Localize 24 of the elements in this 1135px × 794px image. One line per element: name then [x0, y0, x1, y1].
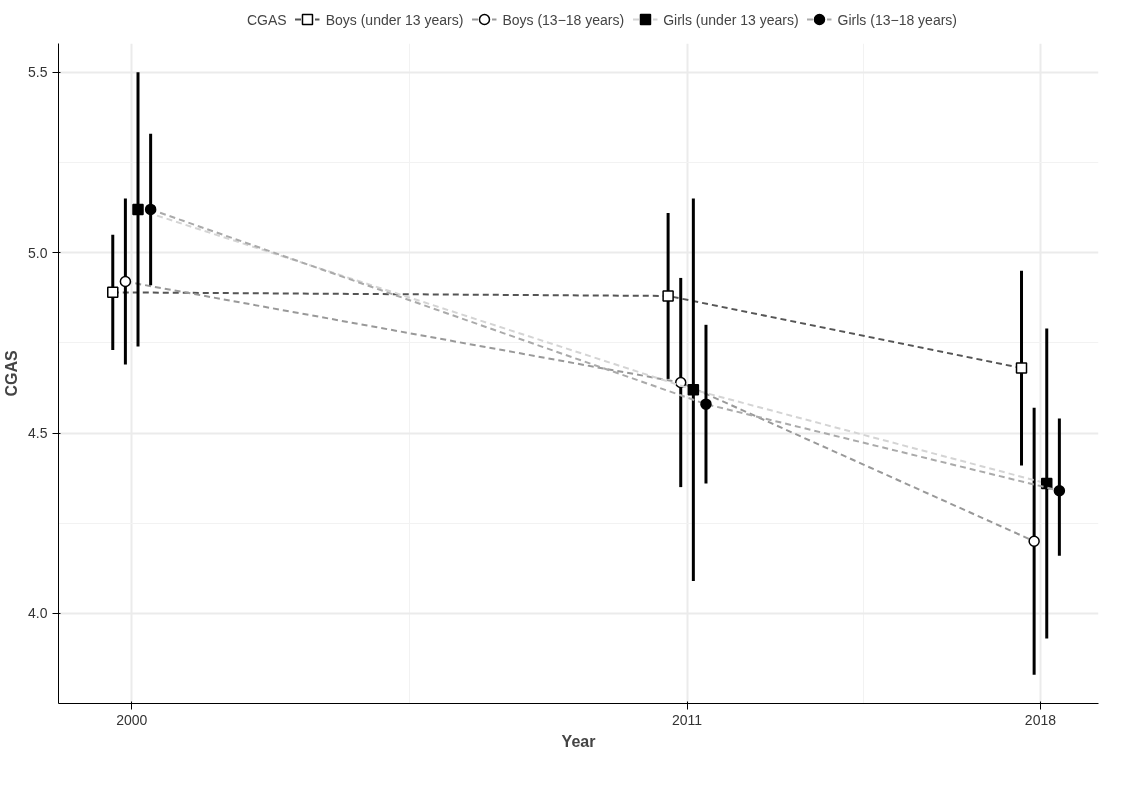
point: [1015, 362, 1028, 374]
legend-label: Girls (13−18 years): [837, 11, 958, 27]
x-tick-label: 2011: [671, 711, 703, 728]
y-tick-label: 5.5: [28, 64, 48, 81]
legend-label: Boys (under 13 years): [325, 11, 464, 27]
x-tick-label: 2018: [1024, 711, 1057, 728]
point: [1028, 535, 1040, 547]
x-tick-label: 2000: [116, 711, 148, 728]
point: [687, 383, 700, 396]
y-tick-label: 4.0: [28, 605, 48, 622]
point: [107, 286, 119, 299]
legend-label: Boys (13−18 years): [502, 11, 625, 27]
legend-title: CGAS: [246, 11, 287, 27]
y-tick-label: 5.0: [28, 244, 48, 261]
point: [1053, 484, 1066, 497]
y-tick-label: 4.5: [28, 425, 48, 442]
legend-label: Girls (under 13 years): [663, 11, 799, 27]
point: [700, 398, 712, 410]
point: [144, 203, 157, 216]
point: [119, 275, 132, 288]
y-axis-title: CGAS: [3, 350, 21, 397]
point: [662, 290, 674, 302]
x-axis-title: Year: [561, 732, 596, 750]
point: [132, 203, 144, 216]
